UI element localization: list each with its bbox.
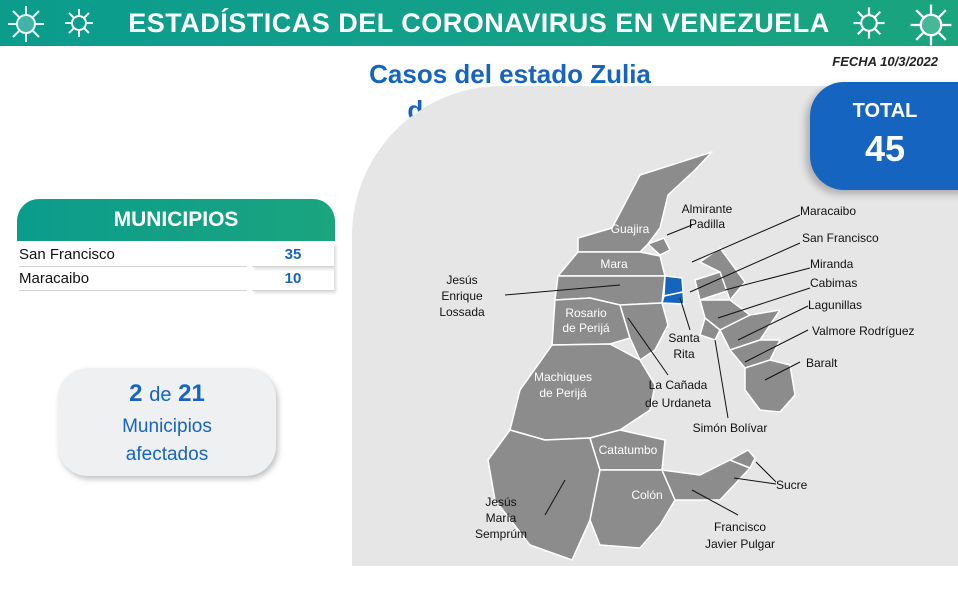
- municipios-header: MUNICIPIOS: [17, 199, 335, 241]
- map-label-santa-rita-1: Santa: [668, 331, 700, 345]
- total-box: TOTAL 45: [810, 82, 958, 190]
- map-label-jesus-enrique-2: Enrique: [441, 289, 483, 303]
- map-label-jesus-maria-3: Semprúm: [474, 527, 527, 541]
- map-label-canada-2: de Urdaneta: [644, 396, 712, 410]
- region-baralt: [744, 359, 796, 413]
- map-label-sucre: Sucre: [776, 478, 808, 492]
- map-label-miranda: Miranda: [810, 257, 854, 271]
- region-jesus-maria-semprum: [487, 429, 601, 561]
- map-label-francisco-1: Francisco: [713, 520, 766, 534]
- total-value: 45: [864, 128, 906, 169]
- map-label-rosario-1: Rosario: [565, 306, 607, 320]
- table-row: San Francisco 35: [17, 243, 339, 267]
- map-label-jesus-maria-1: Jesús: [485, 495, 517, 509]
- map-label-almirante-1: Almirante: [681, 202, 733, 216]
- map-label-lagunillas: Lagunillas: [808, 298, 863, 312]
- region-mara: [557, 251, 666, 277]
- map-label-canada-1: La Cañada: [648, 378, 708, 392]
- affected-connector: de: [149, 384, 172, 406]
- virus-icon: [853, 7, 885, 39]
- region-san-francisco: [661, 291, 685, 305]
- affected-line3: afectados: [125, 444, 209, 465]
- map-label-maracaibo: Maracaibo: [800, 204, 857, 218]
- page-title: ESTADÍSTICAS DEL CORONAVIRUS EN VENEZUEL…: [128, 8, 830, 38]
- affected-total-number: 21: [178, 380, 205, 407]
- affected-line2: Municipios: [122, 416, 212, 437]
- map-label-colon: Colón: [631, 488, 663, 502]
- subtitle-line1: Casos del estado Zulia: [369, 59, 651, 89]
- map-label-machiques-1: Machiques: [533, 370, 593, 384]
- map-label-almirante-2: Padilla: [688, 217, 726, 231]
- map-label-san-francisco: San Francisco: [802, 231, 879, 245]
- region-sucre: [729, 449, 756, 469]
- affected-box: 2 de 21 Municipios afectados: [58, 368, 276, 476]
- map-label-valmore: Valmore Rodríguez: [812, 324, 915, 338]
- region-miranda: [699, 247, 746, 301]
- report-date: FECHA 10/3/2022: [832, 54, 938, 69]
- region-valmore-rodriguez: [729, 339, 781, 369]
- municipio-value: 35: [252, 243, 334, 267]
- region-almirante-padilla: [647, 237, 671, 256]
- region-francisco-javier-pulgar: [661, 459, 751, 501]
- municipio-name: Maracaibo: [19, 267, 247, 291]
- table-row: Maracaibo 10: [17, 267, 339, 291]
- map-label-jesus-enrique-1: Jesús: [446, 273, 478, 287]
- map-label-simon: Simón Bolívar: [692, 421, 768, 435]
- total-label: TOTAL: [852, 100, 918, 122]
- header-banner: [0, 0, 958, 46]
- virus-icon: [65, 9, 93, 37]
- map-label-cabimas: Cabimas: [810, 276, 858, 290]
- affected-count: 2 de 21: [58, 380, 276, 408]
- affected-count-number: 2: [129, 380, 143, 407]
- region-colon: [589, 469, 676, 549]
- map-label-catatumbo: Catatumbo: [598, 443, 658, 457]
- map-label-jesus-maria-2: María: [485, 511, 517, 525]
- municipio-value: 10: [252, 267, 334, 291]
- map-label-baralt: Baralt: [806, 356, 838, 370]
- map-label-jesus-enrique-3: Lossada: [439, 305, 485, 319]
- virus-icon: [8, 6, 44, 42]
- map-label-machiques-2: de Perijá: [539, 386, 587, 400]
- map-label-rosario-2: de Perijá: [562, 321, 610, 335]
- map-label-santa-rita-2: Rita: [673, 347, 695, 361]
- virus-icon: [910, 4, 952, 46]
- map-label-mara: Mara: [600, 257, 628, 271]
- map-label-guajira: Guajira: [610, 222, 650, 236]
- municipio-name: San Francisco: [19, 243, 247, 267]
- municipios-heading: MUNICIPIOS: [113, 208, 239, 231]
- map-label-francisco-2: Javier Pulgar: [704, 537, 776, 551]
